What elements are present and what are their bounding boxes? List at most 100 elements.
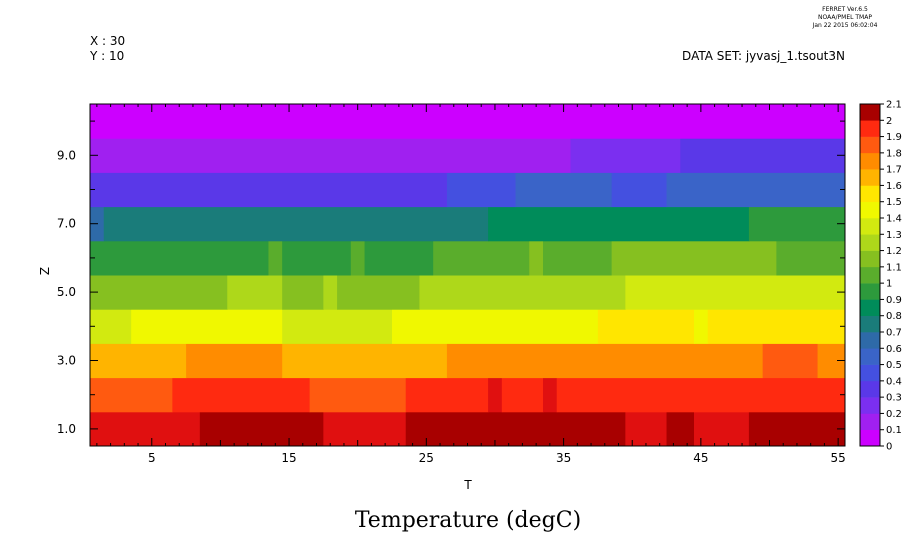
x-tick-label: 55 <box>830 451 845 465</box>
colorbar-label: 0.3 <box>886 393 902 404</box>
heatmap-cell <box>90 104 846 139</box>
heatmap-cell <box>515 172 613 208</box>
colorbar-label: 1.1 <box>886 262 902 273</box>
colorbar-swatch <box>860 218 880 235</box>
heatmap-cell <box>597 309 695 344</box>
x-axis-label: T <box>463 478 472 492</box>
heatmap-cell <box>501 377 544 413</box>
colorbar-swatch <box>860 120 880 137</box>
x-tick-label: 25 <box>419 451 434 465</box>
y-tick-label: 9.0 <box>57 148 76 162</box>
heatmap-cell <box>405 377 489 413</box>
colorbar-swatch <box>860 104 880 121</box>
colorbar-swatch <box>860 250 880 268</box>
colorbar-frame <box>859 103 881 447</box>
heatmap-cell <box>570 138 681 173</box>
colorbar-swatch <box>860 364 880 382</box>
x-info-label: X : 30 <box>90 34 125 48</box>
y-tick-label: 1.0 <box>57 422 76 436</box>
ferret-date-label: Jan 22 2015 06:02:04 <box>812 22 878 29</box>
colorbar-label: 0.8 <box>886 311 902 322</box>
colorbar-swatch <box>860 299 880 317</box>
heatmap-cell <box>103 206 489 242</box>
colorbar-swatch <box>860 380 880 398</box>
heatmap-cell <box>543 240 613 276</box>
dataset-label: DATA SET: jyvasj_1.tsout3N <box>682 49 845 63</box>
y-tick-label: 7.0 <box>57 217 76 231</box>
colorbar-label: 2.1 <box>886 100 902 111</box>
colorbar-swatch <box>860 234 880 251</box>
heatmap-cell <box>529 240 544 276</box>
colorbar-label: 1.8 <box>886 148 902 159</box>
heatmap-cell <box>776 240 846 276</box>
heatmap-cell <box>446 172 517 208</box>
heatmap-cell <box>666 172 846 208</box>
y-tick-label: 5.0 <box>57 285 76 299</box>
heatmap-cell <box>680 138 846 173</box>
colorbar-label: 0.1 <box>886 425 902 436</box>
colorbar-swatch <box>860 397 880 414</box>
heatmap-cell <box>282 240 352 276</box>
heatmap-cell <box>337 275 420 310</box>
heatmap-cell <box>282 309 393 344</box>
colorbar-swatch <box>860 429 880 447</box>
heatmap-cell <box>748 411 846 447</box>
heatmap-cell <box>419 275 626 310</box>
colorbar-label: 1.2 <box>886 246 902 257</box>
heatmap-cell <box>350 240 366 276</box>
colorbar-label: 1 <box>886 279 892 290</box>
colorbar-label: 1.6 <box>886 181 902 192</box>
heatmap-cell <box>90 172 448 208</box>
heatmap-cell <box>268 240 283 276</box>
x-tick-label: 15 <box>281 451 296 465</box>
x-tick-label: 5 <box>148 451 156 465</box>
heatmap-cell <box>199 411 324 447</box>
heatmap-cell <box>90 411 201 447</box>
heatmap-cell <box>694 309 709 344</box>
colorbar-swatch <box>860 169 880 186</box>
heatmap-cell <box>90 240 269 276</box>
heatmap-cell <box>131 309 283 344</box>
heatmap-cell <box>309 377 407 413</box>
heatmap-cell <box>748 206 846 242</box>
colorbar-label: 0.6 <box>886 344 902 355</box>
heatmap-cell <box>446 343 764 379</box>
heatmap-cell <box>186 343 283 379</box>
x-tick-label: 45 <box>693 451 708 465</box>
heatmap-cell <box>433 240 530 276</box>
colorbar-swatch <box>860 332 880 349</box>
colorbar-swatch <box>860 348 880 365</box>
heatmap-cell <box>90 138 571 173</box>
heatmap-cell <box>488 206 750 242</box>
heatmap-cell <box>666 411 695 447</box>
y-tick-label: 3.0 <box>57 354 76 368</box>
axis-tick-labels: 5 15 25 35 45 55 1.0 3.0 5.0 7.0 9.0 <box>57 148 846 465</box>
heatmap-cell <box>694 411 750 447</box>
heatmap-cell <box>556 377 846 413</box>
ferret-org-label: NOAA/PMEL TMAP <box>818 14 872 21</box>
colorbar-label: 0.7 <box>886 328 902 339</box>
heatmap-cell <box>762 343 819 379</box>
colorbar-label: 1.4 <box>886 214 902 225</box>
heatmap-cell <box>488 377 503 413</box>
heatmap-cell <box>323 411 407 447</box>
heatmap-cell <box>611 240 777 276</box>
heatmap-cell <box>707 309 846 344</box>
x-tick-label: 35 <box>556 451 571 465</box>
colorbar-label: 0 <box>886 442 892 453</box>
heatmap-cell <box>172 377 311 413</box>
heatmap-cell <box>90 309 132 344</box>
colorbar-swatch <box>860 152 880 170</box>
colorbar-label: 0.9 <box>886 295 902 306</box>
heatmap-cell <box>227 275 283 310</box>
colorbar-label: 1.3 <box>886 230 902 241</box>
axis-ticks <box>90 104 845 446</box>
heatmap-cell <box>625 275 846 310</box>
heatmap-cell <box>364 240 434 276</box>
colorbar-label: 0.4 <box>886 376 902 387</box>
colorbar-label: 1.7 <box>886 165 902 176</box>
colorbar-swatch <box>860 413 880 431</box>
y-info-label: Y : 10 <box>89 49 124 63</box>
heatmap-cell <box>392 309 599 344</box>
